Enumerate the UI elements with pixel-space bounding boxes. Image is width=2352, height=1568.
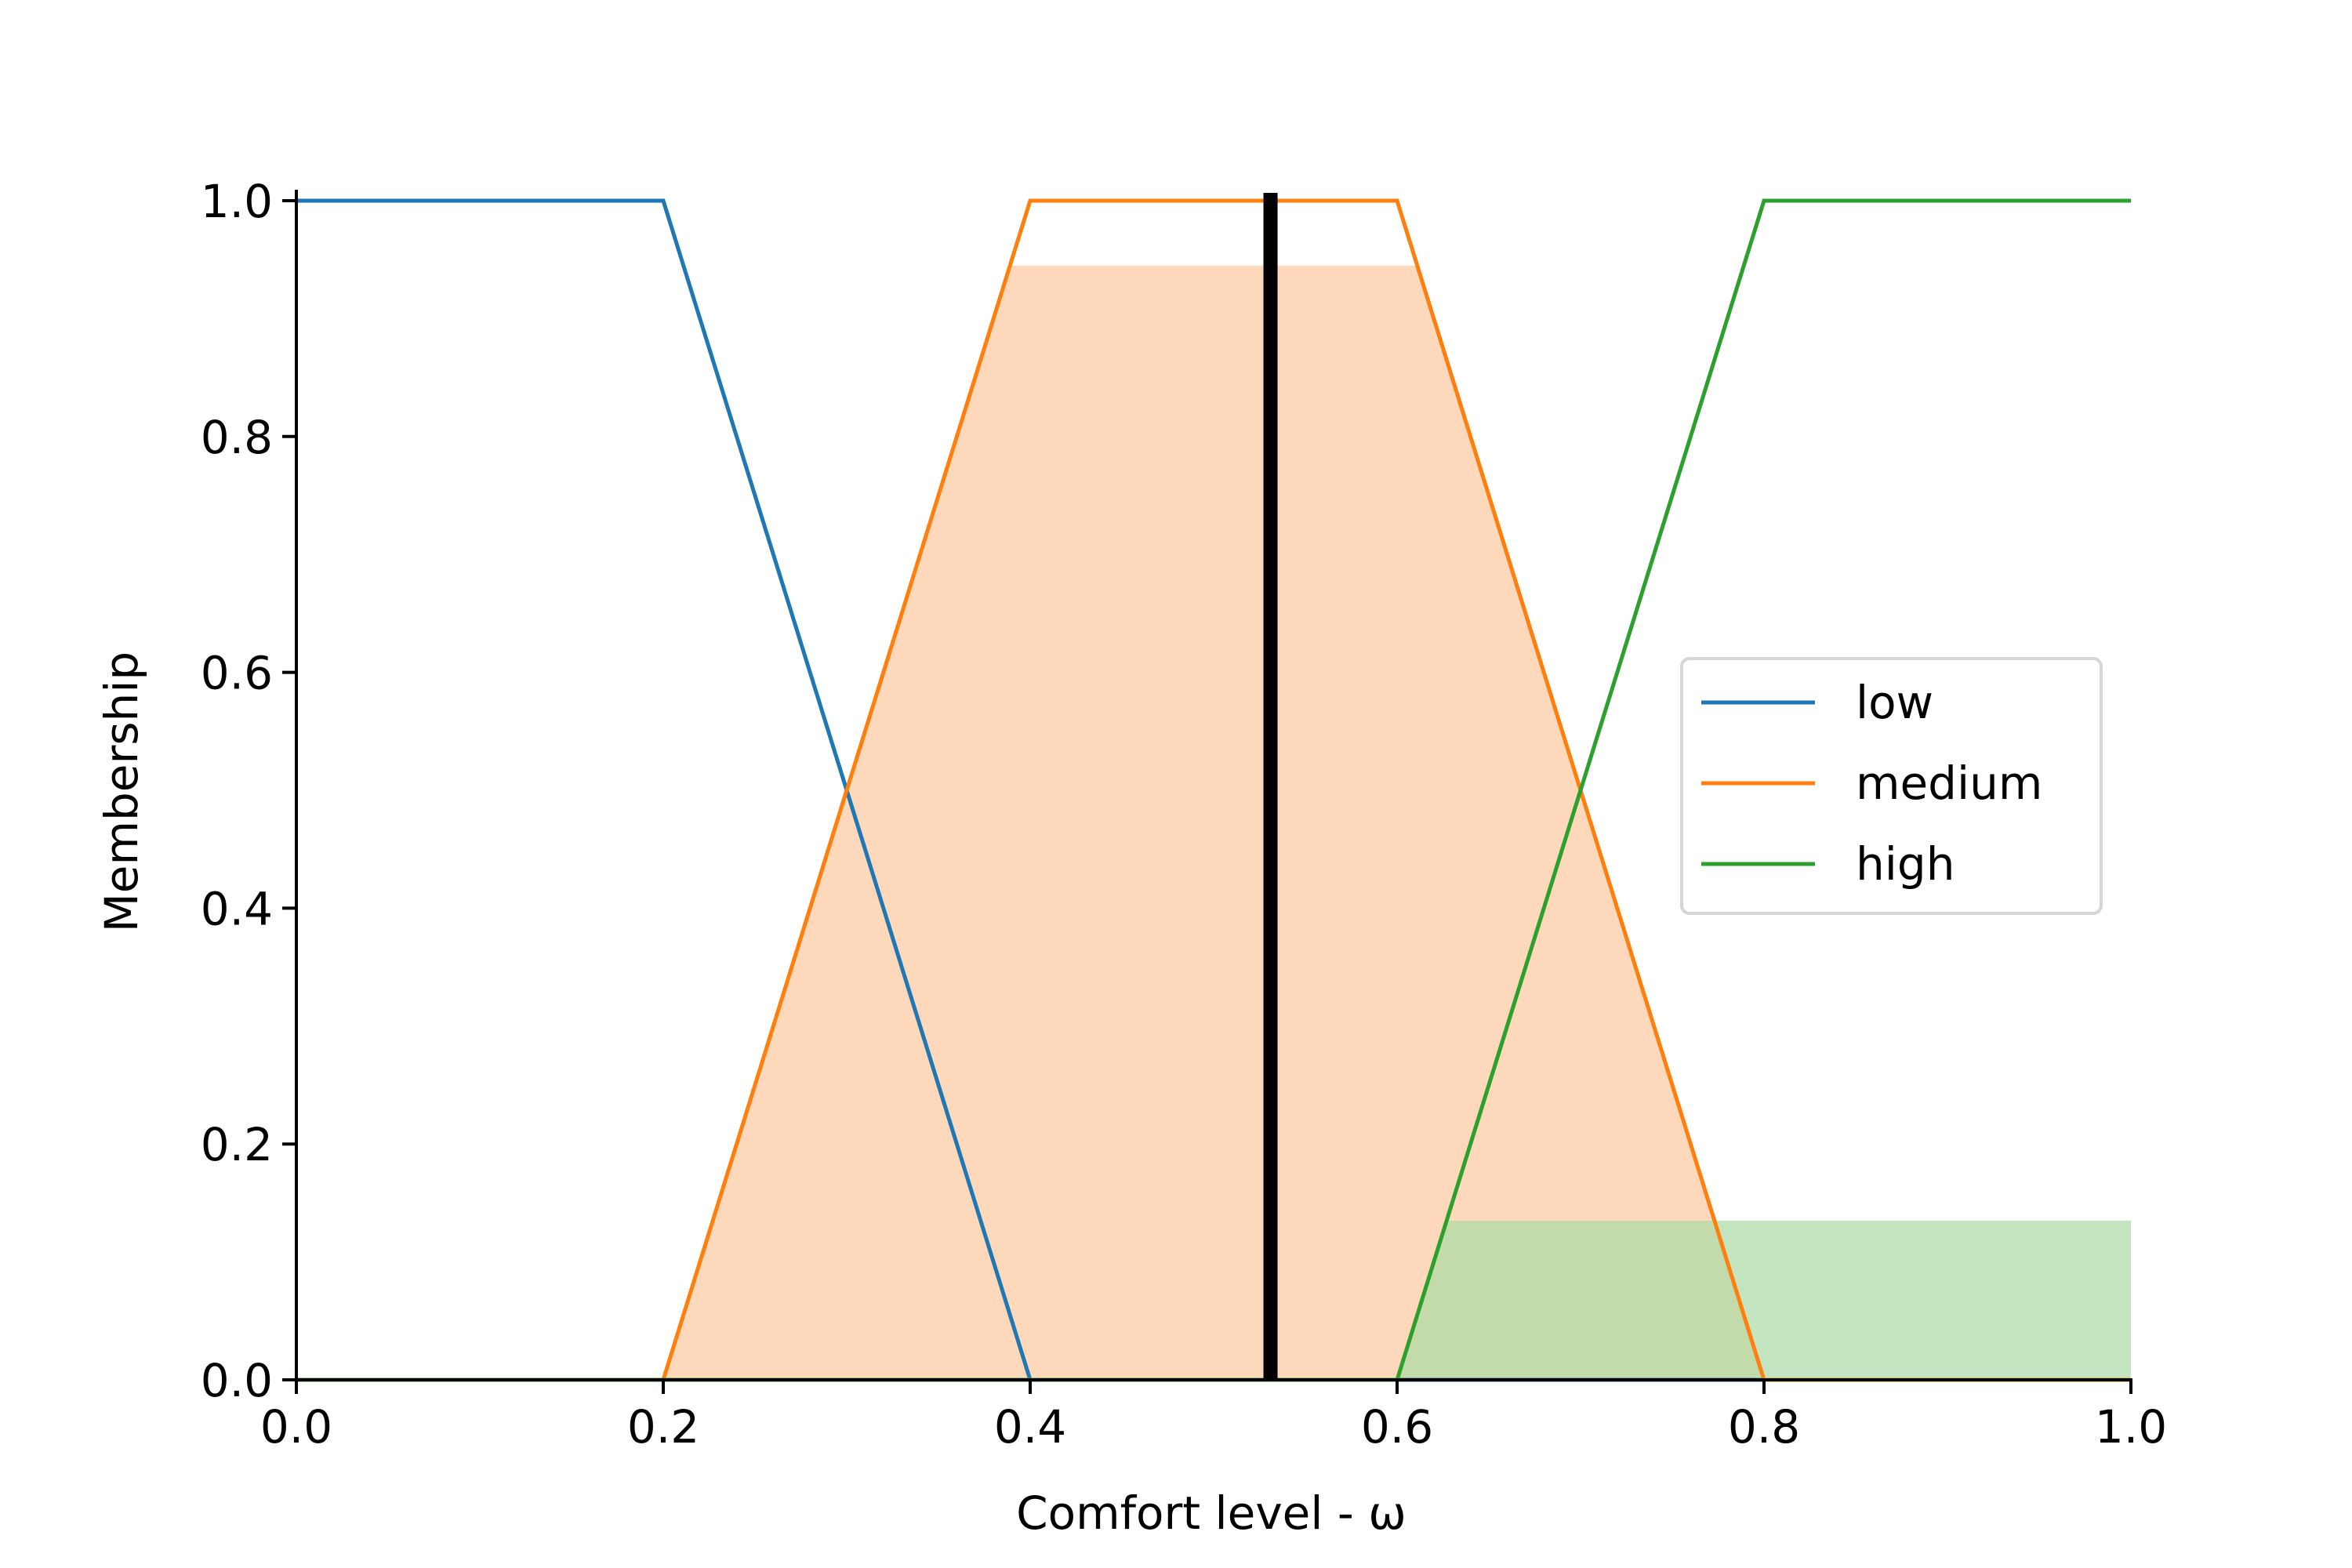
y-tick-label: 0.6 xyxy=(201,647,273,700)
legend: low medium high xyxy=(1680,657,2103,915)
activation-fills xyxy=(296,265,2131,1381)
legend-label-low: low xyxy=(1856,676,1933,729)
y-tick-label: 0.8 xyxy=(201,411,273,464)
fill-medium xyxy=(296,265,2131,1381)
y-tick-label: 0.4 xyxy=(201,882,273,935)
axes: 0.0 0.2 0.4 0.6 0.8 1.0 0.0 0.2 0.4 0.6 0.8 1.0 xyxy=(201,175,2167,1454)
x-tick-label: 0.0 xyxy=(260,1400,332,1454)
fill-high xyxy=(296,1220,2131,1380)
x-tick-label: 0.2 xyxy=(627,1400,699,1454)
x-tick-label: 0.6 xyxy=(1361,1400,1433,1454)
y-tick-label: 1.0 xyxy=(201,175,273,228)
y-tick-label: 0.0 xyxy=(201,1354,273,1407)
legend-box xyxy=(1680,657,2103,915)
legend-label-medium: medium xyxy=(1856,757,2042,810)
legend-label-high: high xyxy=(1856,837,1955,891)
y-tick-label: 0.2 xyxy=(201,1118,273,1171)
x-tick-label: 1.0 xyxy=(2095,1400,2167,1454)
y-axis-title: Membership xyxy=(95,652,148,932)
x-axis-title: Comfort level - ω xyxy=(1016,1486,1406,1540)
x-tick-label: 0.8 xyxy=(1728,1400,1800,1454)
x-tick-label: 0.4 xyxy=(994,1400,1066,1454)
